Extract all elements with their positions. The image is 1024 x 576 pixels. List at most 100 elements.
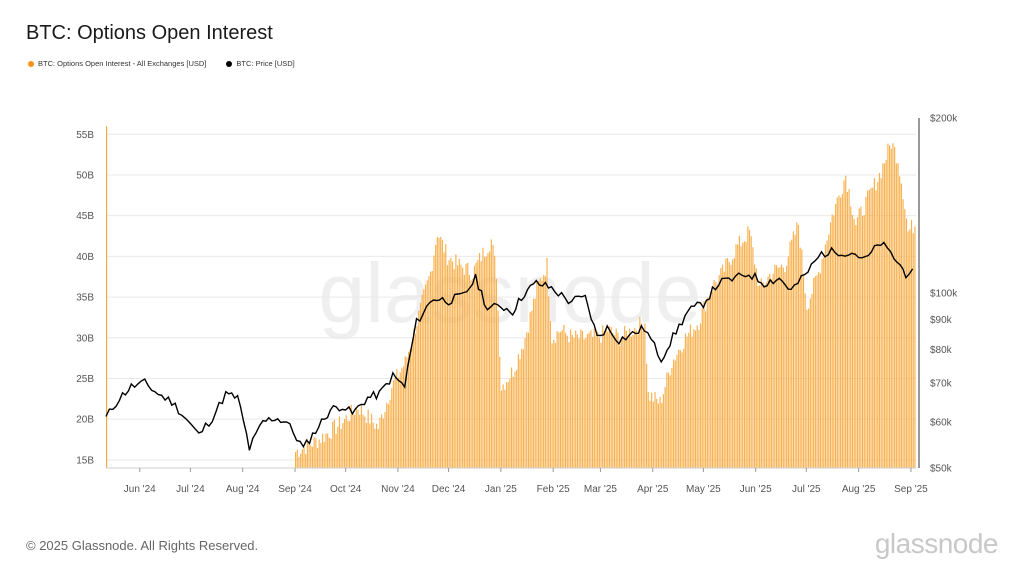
oi-bar xyxy=(396,369,398,468)
oi-bar xyxy=(787,256,789,468)
x-tick-label: Feb '25 xyxy=(537,484,570,495)
oi-bar xyxy=(436,237,438,468)
oi-bar xyxy=(605,328,607,468)
oi-bar xyxy=(431,270,433,468)
oi-bar xyxy=(440,236,442,468)
oi-bar xyxy=(538,280,540,468)
oi-bar xyxy=(860,206,862,469)
oi-bar xyxy=(511,367,513,468)
oi-bar xyxy=(646,363,648,468)
x-tick-label: Sep '24 xyxy=(278,484,312,495)
oi-bar xyxy=(347,420,349,468)
oi-bar xyxy=(840,197,842,469)
oi-bar xyxy=(406,357,408,468)
y-left-tick-label: 50B xyxy=(76,170,94,181)
oi-bar xyxy=(597,331,599,468)
oi-bar xyxy=(409,348,411,468)
oi-bar xyxy=(612,333,614,468)
oi-bar xyxy=(774,264,776,468)
oi-bar xyxy=(504,389,506,468)
oi-bar xyxy=(796,222,798,468)
oi-bar xyxy=(430,271,432,468)
oi-bar xyxy=(617,332,619,468)
oi-bar xyxy=(745,242,747,468)
oi-bar xyxy=(845,175,847,468)
oi-bar xyxy=(367,409,369,468)
oi-bar xyxy=(500,390,503,468)
oi-bar xyxy=(683,348,685,468)
oi-bar xyxy=(544,276,546,468)
oi-bar xyxy=(580,329,582,468)
oi-bar xyxy=(752,247,754,468)
oi-bar xyxy=(662,394,665,468)
legend-item-price[interactable]: BTC: Price [USD] xyxy=(226,59,295,68)
oi-bar xyxy=(592,336,594,468)
oi-bar xyxy=(659,396,661,468)
oi-bar xyxy=(716,284,719,468)
oi-bar xyxy=(473,265,476,468)
oi-bar xyxy=(895,163,897,468)
oi-bar xyxy=(362,414,364,468)
oi-bar xyxy=(391,388,393,468)
oi-bar xyxy=(571,334,573,468)
oi-bar xyxy=(316,447,319,468)
oi-bar xyxy=(541,280,543,468)
oi-bar xyxy=(642,330,644,468)
oi-bar xyxy=(816,275,818,468)
oi-bar xyxy=(516,369,518,468)
oi-bar xyxy=(583,339,585,468)
oi-bar xyxy=(603,331,605,468)
copyright-footer: © 2025 Glassnode. All Rights Reserved. xyxy=(26,538,259,553)
y-right-tick-label: $80k xyxy=(930,345,953,356)
legend-dot-black-icon xyxy=(226,60,233,67)
oi-bar xyxy=(313,437,315,468)
oi-bar xyxy=(364,416,366,468)
y-right-tick-label: $100k xyxy=(930,289,958,300)
oi-bar xyxy=(649,400,651,468)
oi-bar xyxy=(536,281,538,468)
oi-bar xyxy=(352,412,354,468)
oi-bar xyxy=(404,356,406,468)
oi-bar xyxy=(782,267,784,468)
oi-bar xyxy=(694,330,697,468)
oi-bar xyxy=(602,325,604,468)
oi-bar xyxy=(411,343,413,468)
oi-bar xyxy=(382,418,384,468)
oi-bar xyxy=(865,196,867,468)
legend-item-open-interest[interactable]: BTC: Options Open Interest - All Exchang… xyxy=(28,59,206,68)
oi-bar xyxy=(342,423,344,468)
oi-bar xyxy=(705,311,707,468)
oi-bar xyxy=(818,271,820,468)
oi-bar xyxy=(851,214,854,468)
oi-bar xyxy=(311,446,314,468)
oi-bar xyxy=(512,376,514,468)
oi-bar xyxy=(863,215,865,468)
oi-bar xyxy=(870,187,872,469)
oi-bar xyxy=(904,209,906,468)
oi-bar xyxy=(507,382,509,468)
x-tick-label: Sep '25 xyxy=(894,484,928,495)
oi-bar xyxy=(598,337,600,468)
oi-bar xyxy=(441,239,443,468)
oi-bar xyxy=(106,126,108,469)
oi-bar xyxy=(553,339,555,468)
oi-bar xyxy=(376,423,378,468)
oi-bar xyxy=(549,321,551,468)
oi-bar xyxy=(873,178,875,469)
oi-bar xyxy=(345,415,347,468)
oi-bar xyxy=(433,255,435,468)
y-left-tick-label: 30B xyxy=(76,333,94,344)
oi-bar xyxy=(914,226,916,468)
oi-bar xyxy=(902,199,904,468)
oi-bar xyxy=(337,426,339,468)
oi-bar xyxy=(809,298,811,468)
oi-bar xyxy=(656,398,658,468)
oi-bar xyxy=(399,372,401,468)
oi-bar xyxy=(551,343,553,468)
x-tick-label: Dec '24 xyxy=(432,484,466,495)
x-tick-label: Apr '25 xyxy=(637,484,669,495)
oi-bar xyxy=(581,330,584,468)
oi-bar xyxy=(619,345,621,468)
oi-bar xyxy=(669,375,671,468)
